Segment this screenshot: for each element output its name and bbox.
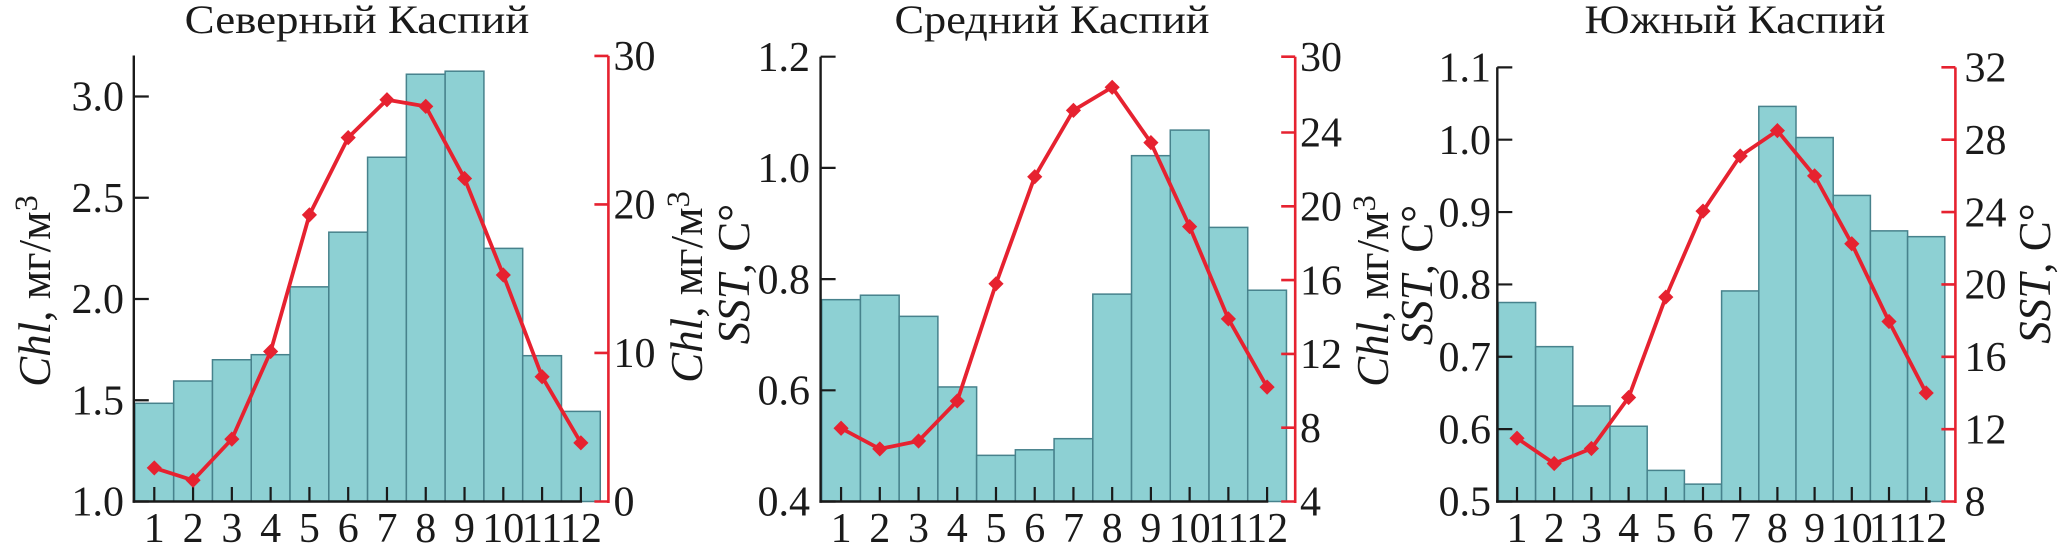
svg-text:11: 11: [522, 506, 562, 552]
svg-text:3: 3: [1581, 506, 1602, 552]
svg-text:20: 20: [1300, 185, 1342, 231]
svg-text:20: 20: [1965, 263, 2007, 309]
svg-text:5: 5: [985, 506, 1006, 552]
svg-text:Южный Каспий: Южный Каспий: [1585, 0, 1886, 42]
svg-text:7: 7: [376, 506, 397, 552]
svg-text:6: 6: [1693, 506, 1714, 552]
svg-text:5: 5: [1655, 506, 1676, 552]
svg-text:6: 6: [1024, 506, 1045, 552]
svg-text:16: 16: [1300, 258, 1342, 304]
svg-text:0.9: 0.9: [1439, 190, 1492, 236]
svg-text:0.8: 0.8: [1439, 263, 1492, 309]
svg-text:8: 8: [1767, 506, 1788, 552]
svg-text:7: 7: [1063, 506, 1084, 552]
svg-text:1.0: 1.0: [1439, 118, 1492, 164]
svg-text:0.8: 0.8: [758, 257, 811, 303]
svg-text:3: 3: [221, 506, 242, 552]
svg-text:4: 4: [947, 506, 968, 552]
svg-text:4: 4: [260, 506, 281, 552]
svg-text:1.0: 1.0: [758, 146, 811, 192]
svg-text:12: 12: [1300, 332, 1342, 378]
svg-text:6: 6: [338, 506, 359, 552]
svg-text:30: 30: [614, 34, 656, 80]
svg-text:SST, С°: SST, С°: [1392, 205, 1442, 346]
svg-text:10: 10: [1831, 506, 1873, 552]
svg-text:5: 5: [299, 506, 320, 552]
svg-text:0: 0: [614, 480, 635, 526]
svg-text:2: 2: [869, 506, 890, 552]
svg-text:8: 8: [1300, 406, 1321, 452]
svg-text:Средний Каспий: Средний Каспий: [895, 0, 1210, 42]
svg-text:SST, С°: SST, С°: [709, 204, 759, 345]
svg-text:0.7: 0.7: [1439, 335, 1492, 381]
svg-text:24: 24: [1965, 190, 2007, 236]
svg-text:20: 20: [614, 183, 656, 229]
svg-text:3: 3: [908, 506, 929, 552]
svg-text:12: 12: [1246, 506, 1288, 552]
svg-text:0.4: 0.4: [758, 480, 811, 526]
svg-text:1.2: 1.2: [758, 35, 811, 81]
svg-text:24: 24: [1300, 111, 1342, 157]
svg-text:1: 1: [144, 506, 165, 552]
svg-text:4: 4: [1618, 506, 1639, 552]
svg-text:0.5: 0.5: [1439, 480, 1492, 526]
svg-text:7: 7: [1730, 506, 1751, 552]
svg-text:12: 12: [1965, 407, 2007, 453]
svg-text:1.0: 1.0: [72, 480, 125, 526]
svg-text:Северный Каспий: Северный Каспий: [185, 0, 530, 42]
svg-text:4: 4: [1300, 480, 1321, 526]
svg-text:10: 10: [482, 506, 524, 552]
svg-text:2.0: 2.0: [72, 277, 125, 323]
svg-text:12: 12: [560, 506, 602, 552]
svg-text:1.1: 1.1: [1439, 46, 1492, 92]
svg-text:8: 8: [415, 506, 436, 552]
svg-text:2.5: 2.5: [72, 176, 125, 222]
svg-text:3.0: 3.0: [72, 75, 125, 121]
svg-text:8: 8: [1965, 480, 1986, 526]
svg-text:10: 10: [614, 331, 656, 377]
svg-text:Chl, мг/м3: Chl, мг/м3: [9, 195, 60, 387]
svg-text:9: 9: [1140, 506, 1161, 552]
svg-text:8: 8: [1102, 506, 1123, 552]
svg-text:9: 9: [454, 506, 475, 552]
svg-text:12: 12: [1905, 506, 1947, 552]
svg-text:1: 1: [831, 506, 852, 552]
svg-text:30: 30: [1300, 35, 1342, 81]
svg-text:2: 2: [1544, 506, 1565, 552]
svg-text:0.6: 0.6: [1439, 407, 1492, 453]
svg-text:9: 9: [1804, 506, 1825, 552]
svg-text:28: 28: [1965, 118, 2007, 164]
svg-text:Chl, мг/м3: Chl, мг/м3: [1347, 195, 1398, 387]
svg-text:11: 11: [1869, 506, 1909, 552]
svg-text:0.6: 0.6: [758, 369, 811, 415]
svg-text:32: 32: [1965, 46, 2007, 92]
svg-text:11: 11: [1208, 506, 1248, 552]
svg-text:10: 10: [1169, 506, 1211, 552]
svg-text:2: 2: [183, 506, 204, 552]
svg-text:1: 1: [1507, 506, 1528, 552]
svg-text:SST, С°: SST, С°: [2010, 203, 2058, 344]
svg-text:16: 16: [1965, 335, 2007, 381]
svg-text:Chl, мг/м3: Chl, мг/м3: [661, 191, 712, 383]
svg-text:1.5: 1.5: [72, 378, 125, 424]
